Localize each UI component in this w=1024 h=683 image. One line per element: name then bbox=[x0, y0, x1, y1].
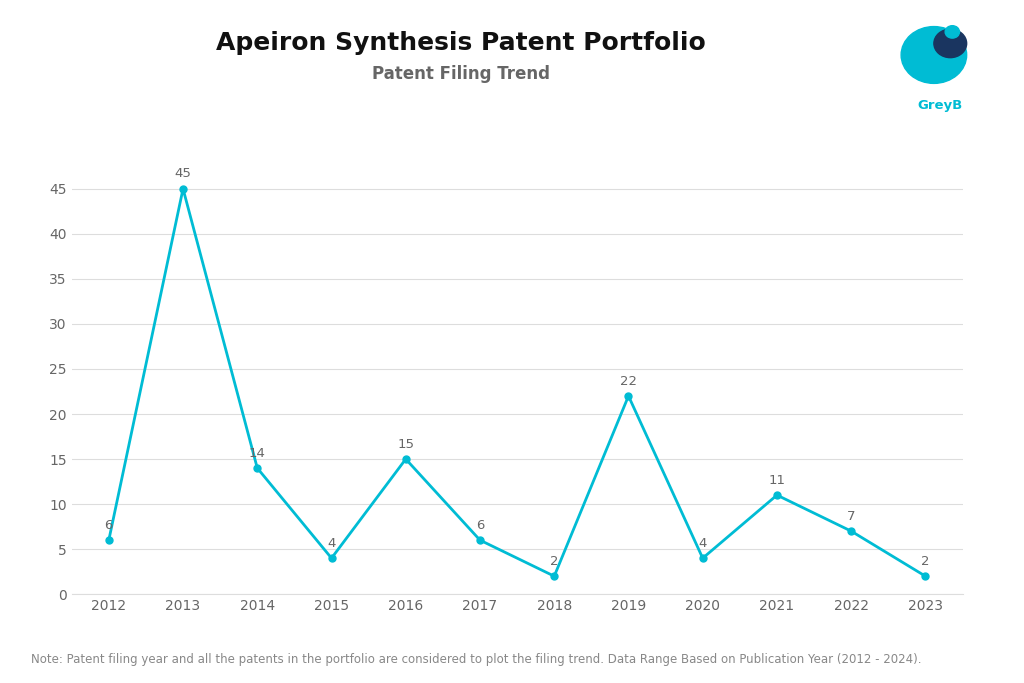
Text: 7: 7 bbox=[847, 510, 855, 522]
Text: 15: 15 bbox=[397, 438, 415, 451]
Text: 45: 45 bbox=[175, 167, 191, 180]
Text: 2: 2 bbox=[550, 555, 558, 568]
Circle shape bbox=[945, 26, 959, 38]
Text: 4: 4 bbox=[698, 537, 707, 550]
Text: 22: 22 bbox=[620, 375, 637, 388]
Text: Apeiron Synthesis Patent Portfolio: Apeiron Synthesis Patent Portfolio bbox=[216, 31, 706, 55]
Text: 14: 14 bbox=[249, 447, 265, 460]
Text: 11: 11 bbox=[768, 474, 785, 487]
Text: Note: Patent filing year and all the patents in the portfolio are considered to : Note: Patent filing year and all the pat… bbox=[31, 653, 922, 666]
Text: 4: 4 bbox=[328, 537, 336, 550]
Text: 2: 2 bbox=[922, 555, 930, 568]
Circle shape bbox=[934, 29, 967, 57]
Text: 6: 6 bbox=[104, 519, 113, 532]
Text: GreyB: GreyB bbox=[918, 99, 963, 112]
Circle shape bbox=[901, 27, 967, 83]
Text: Patent Filing Trend: Patent Filing Trend bbox=[372, 65, 550, 83]
Text: 6: 6 bbox=[476, 519, 484, 532]
